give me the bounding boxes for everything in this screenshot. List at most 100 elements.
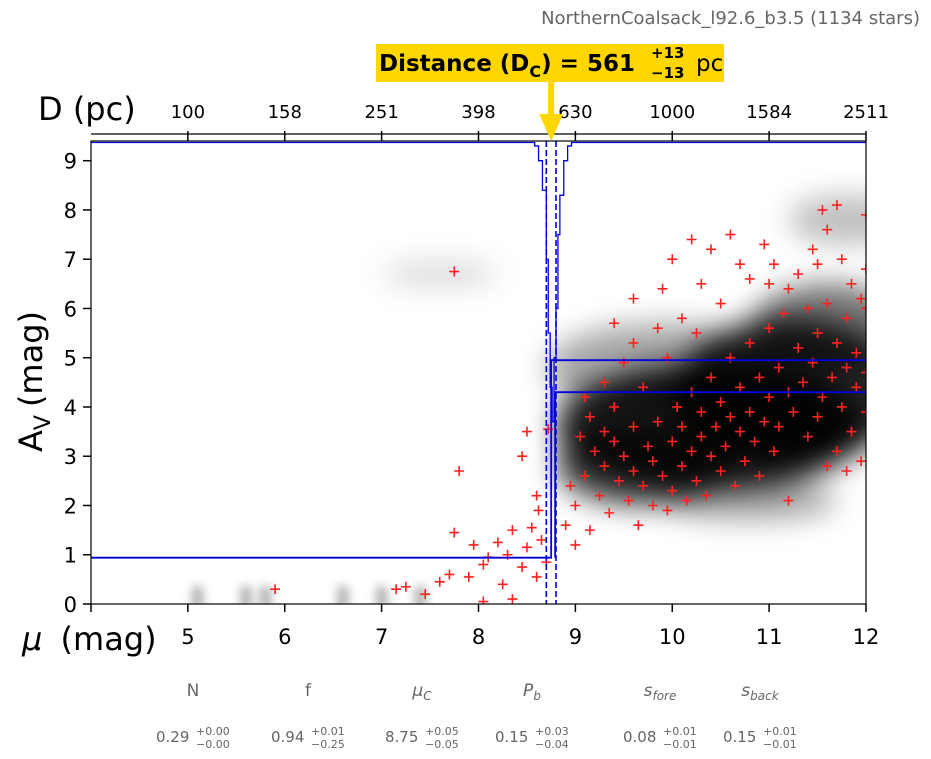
density-blob [556, 426, 731, 506]
star-point [861, 209, 866, 220]
star-point [812, 259, 823, 270]
star-point [710, 421, 721, 432]
parameter-minus: −0.05 [425, 738, 459, 751]
density-streak [260, 586, 271, 604]
distance-unit: pc [696, 51, 723, 77]
star-point [667, 254, 678, 265]
star-point [754, 372, 765, 383]
y-tick-label: 7 [64, 248, 77, 272]
star-point [580, 392, 591, 403]
star-point [533, 505, 544, 516]
star-point [735, 382, 746, 393]
top-axis-label: D (pc) [38, 90, 136, 128]
star-point [817, 204, 828, 215]
parameter-minus: −0.25 [311, 738, 345, 751]
star-point [657, 283, 668, 294]
star-point [604, 507, 615, 518]
density-blob [381, 261, 498, 287]
distance-annotation: Distance (DC) = 561 +13 −13 pc [376, 44, 724, 141]
star-point [628, 421, 639, 432]
density-streak [241, 586, 251, 604]
star-point [643, 441, 654, 452]
density-blob [749, 283, 866, 373]
star-point [686, 446, 697, 457]
top-tick-label: 1000 [649, 102, 695, 123]
star-point [764, 392, 775, 403]
parameter-plus: +0.03 [535, 725, 569, 738]
parameter-plus: +0.01 [311, 725, 345, 738]
star-point [749, 436, 760, 447]
star-point [759, 239, 770, 250]
star-point [715, 466, 726, 477]
star-point [706, 372, 716, 383]
distance-label: Distance (DC) = 561 [379, 51, 635, 81]
star-point [507, 525, 518, 536]
parameter-value: 0.94 [271, 728, 304, 746]
star-point [570, 539, 581, 550]
star-point [647, 456, 658, 467]
x-axis-label: μ (mag) [21, 620, 157, 658]
star-point [594, 490, 605, 501]
star-point [657, 470, 668, 481]
top-tick-label: 251 [364, 102, 398, 123]
y-tick-label: 4 [64, 396, 77, 420]
density-blob [546, 323, 779, 412]
star-point [788, 406, 799, 417]
star-point [589, 446, 600, 457]
star-point [822, 224, 833, 235]
y-tick-label: 2 [64, 494, 77, 518]
star-point [807, 244, 818, 255]
star-point [570, 500, 581, 511]
star-point [831, 337, 842, 348]
star-point [580, 470, 591, 481]
top-tick-label: 2511 [843, 102, 889, 123]
parameter-value: 0.29 [156, 728, 189, 746]
star-point [812, 411, 823, 422]
star-point [744, 273, 755, 284]
top-tick-label: 1584 [746, 102, 792, 123]
star-point [861, 303, 866, 314]
star-point [623, 495, 634, 506]
star-point [836, 254, 847, 265]
star-point [822, 298, 833, 309]
x-tick-label: 10 [659, 625, 686, 649]
parameter-minus: −0.01 [763, 738, 797, 751]
star-point [831, 200, 842, 211]
y-tick-label: 1 [64, 544, 77, 568]
star-point [846, 426, 857, 437]
top-tick-label: 630 [558, 102, 592, 123]
star-point [725, 229, 736, 240]
star-point [730, 480, 741, 491]
star-point [696, 431, 707, 442]
top-tick-label: 398 [461, 102, 495, 123]
star-point [778, 308, 789, 319]
star-point [652, 416, 663, 427]
star-point [652, 323, 663, 334]
star-point [478, 596, 489, 604]
star-point [798, 377, 809, 388]
parameter-name: μC [411, 681, 432, 703]
distance-minus: −13 [651, 64, 684, 82]
star-point [793, 342, 804, 353]
star-point [599, 461, 610, 472]
star-point [531, 571, 542, 582]
density-streak [415, 586, 426, 604]
x-tick-label: 12 [853, 625, 880, 649]
star-point [391, 584, 402, 595]
posterior-histogram [91, 141, 866, 423]
star-point [720, 441, 731, 452]
star-point [701, 490, 712, 501]
star-point [667, 485, 678, 496]
star-point [628, 466, 639, 477]
star-point [638, 480, 649, 491]
star-point [609, 436, 620, 447]
star-point [783, 283, 794, 294]
star-point [517, 562, 528, 573]
parameter-plus: +0.01 [763, 725, 797, 738]
parameter-plus: +0.01 [663, 725, 697, 738]
star-point [681, 495, 692, 506]
parameter-name: N [187, 681, 200, 701]
star-point [463, 571, 474, 582]
star-point [628, 293, 639, 304]
star-point [633, 520, 644, 531]
